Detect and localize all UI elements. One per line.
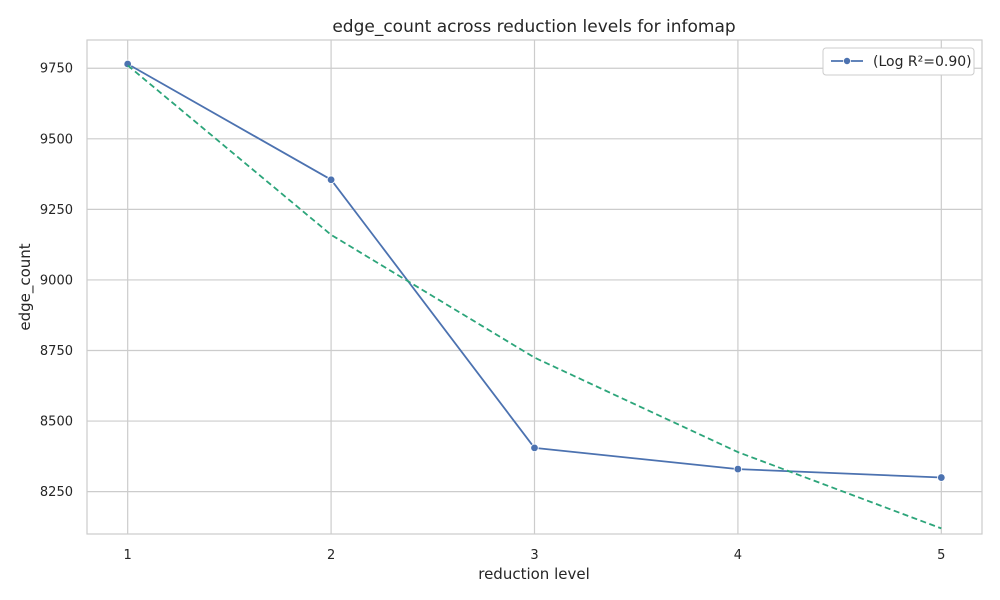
y-axis-label: edge_count (16, 243, 35, 330)
x-tick-label: 4 (734, 548, 742, 563)
y-tick-label: 8500 (40, 415, 73, 430)
x-axis-ticks: 1 2 3 4 5 (124, 548, 946, 563)
legend-box (822, 47, 975, 76)
legend-label: (Log R²=0.90) (873, 54, 972, 70)
x-axis-label: reduction level (478, 565, 590, 583)
x-tick-label: 1 (124, 548, 132, 563)
series-line-1 (127, 64, 942, 530)
series-point (937, 473, 946, 482)
y-tick-label: 9750 (40, 62, 73, 77)
y-axis-ticks: 8250 8500 8750 9000 9250 9500 9750 (40, 62, 73, 500)
x-tick-label: 2 (327, 548, 335, 563)
series-point (530, 443, 539, 453)
series-point (733, 464, 743, 474)
x-tick-label: 3 (530, 548, 538, 563)
legend: (Log R²=0.90) (822, 47, 975, 76)
x-tick-label: 5 (937, 548, 945, 563)
series-point (326, 175, 336, 184)
y-tick-label: 9500 (40, 132, 73, 147)
y-tick-label: 8250 (40, 485, 73, 500)
y-tick-label: 9000 (40, 273, 73, 288)
legend-marker-swatch (843, 57, 852, 66)
series-layer (123, 59, 946, 530)
chart-title: edge_count across reduction levels for i… (332, 17, 735, 37)
y-tick-label: 9250 (40, 203, 73, 218)
y-tick-label: 8750 (40, 344, 73, 359)
